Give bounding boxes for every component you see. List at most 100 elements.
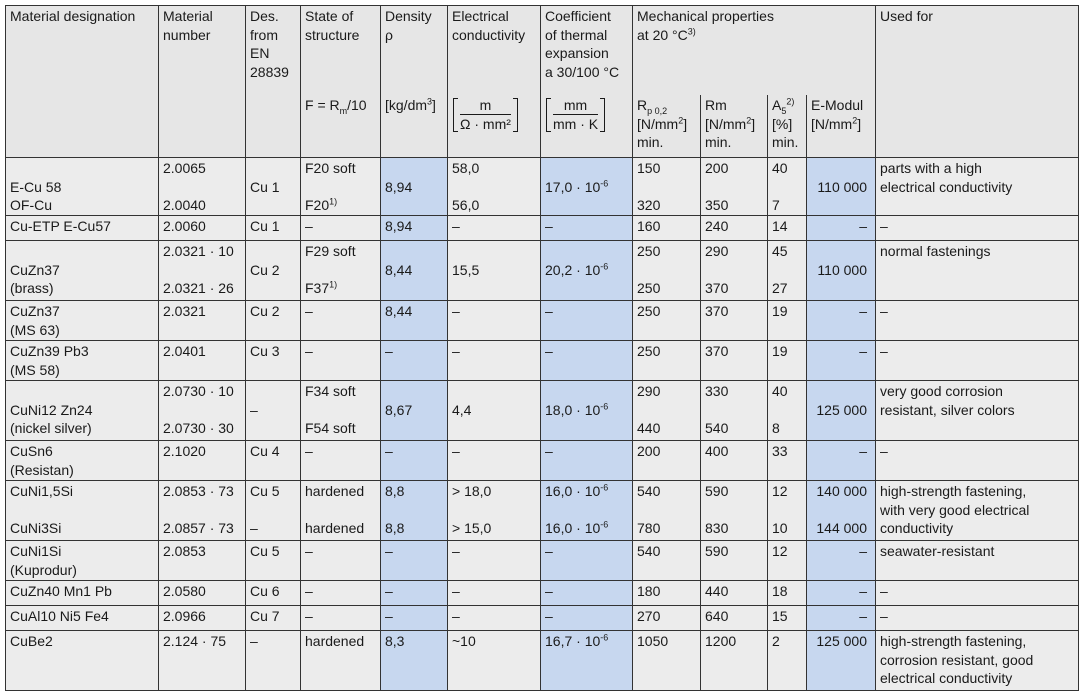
bracket-left (546, 98, 551, 132)
cell-text: Cu 2 (250, 261, 280, 278)
cell-text: 56,0 (452, 197, 480, 213)
cell-text: 16,0 · 10-6 (545, 482, 608, 500)
row-border (5, 440, 1079, 441)
text-sup: -6 (600, 260, 609, 271)
column-border (158, 5, 159, 691)
cell-text: 250 (637, 303, 661, 319)
fraction-denominator: Ω · mm² (460, 116, 511, 132)
text-sup: -6 (600, 177, 609, 188)
bracket-right (600, 98, 606, 132)
header-text: number (163, 26, 211, 43)
bracket-right (512, 98, 518, 132)
column-border (447, 5, 448, 691)
column-border (700, 95, 701, 691)
cell-text: – (545, 343, 553, 359)
text-after: ] (432, 97, 436, 113)
cell-blue-background (380, 157, 447, 690)
cell-text: 8,94 (385, 178, 413, 195)
cell-text: – (305, 608, 313, 624)
cell-text: 290 (705, 243, 729, 259)
bracket-left (453, 98, 458, 132)
cell-text: 2.0730 · 10 (163, 383, 234, 399)
cell-text: 830 (705, 520, 729, 536)
cell-background (632, 157, 700, 690)
cell-text: 33 (772, 443, 788, 459)
cell-text: 19 (772, 303, 788, 319)
cell-text: 125 000 (816, 633, 867, 649)
cell-text: conductivity (880, 520, 954, 536)
cell-text: – (452, 443, 460, 459)
text-text: R (637, 97, 648, 113)
text-text: [N/mm (637, 115, 679, 132)
cell-text: 540 (637, 543, 661, 559)
cell-text: 2.0065 (163, 160, 206, 176)
cell-text: 2 (772, 633, 780, 649)
cell-text: 540 (705, 420, 729, 436)
cell-text: seawater-resistant (880, 543, 995, 559)
row-border (5, 580, 1079, 581)
cell-text: – (452, 583, 460, 599)
row-border (5, 340, 1079, 341)
cell-text: 16,0 · 10-6 (545, 519, 608, 537)
cell-text: > 18,0 (452, 483, 492, 499)
cell-text: – (305, 303, 313, 319)
text-text: [N/mm (705, 115, 747, 132)
cell-text: 250 (637, 343, 661, 359)
cell-text: 2.0580 (163, 583, 206, 599)
cell-text: 400 (705, 443, 729, 459)
cell-text: 2.0966 (163, 608, 206, 624)
fraction-numerator: m (460, 96, 511, 115)
header-unit: Rm (705, 97, 727, 113)
cell-text: 2.0040 (163, 197, 206, 213)
cell-text: 125 000 (816, 401, 867, 418)
cell-text: 780 (637, 520, 661, 536)
column-border (300, 5, 301, 691)
cell-text: Cu 5 (250, 543, 280, 559)
text-sup: 2 (746, 114, 752, 125)
text-sup: -6 (600, 519, 609, 530)
text-after: /10 (347, 97, 367, 113)
header-text: Density (385, 8, 432, 24)
header-text: Electrical (452, 8, 509, 24)
header-unit: min. (705, 134, 732, 150)
row-border (5, 690, 1079, 691)
cell-text: – (859, 543, 867, 559)
cell-text: CuNi1,5Si (10, 483, 74, 499)
cell-text: 290 (637, 383, 661, 399)
cell-background (245, 157, 300, 690)
cell-text: hardened (305, 520, 365, 536)
cell-text: 150 (637, 160, 661, 176)
row-border (5, 240, 1079, 241)
cell-text: 4,4 (452, 401, 472, 418)
text-text: 16,0 · 10 (545, 483, 601, 499)
cell-text: 370 (705, 280, 729, 296)
cell-text: – (305, 218, 313, 234)
cell-text: 12 (772, 543, 788, 559)
cell-text: 2.0321 · 10 (163, 243, 234, 259)
header-unit: [N/mm2] (637, 115, 687, 133)
cell-text: – (452, 543, 460, 559)
cell-text: (MS 63) (10, 321, 60, 338)
cell-text: 7 (772, 197, 780, 213)
text-sup: 2 (678, 114, 684, 125)
text-text: at 20 °C (637, 26, 688, 43)
cell-text: E-Cu 58 (10, 178, 62, 195)
cell-text: 2.1020 (163, 443, 206, 459)
cell-text: CuZn37 (10, 261, 60, 278)
column-border (806, 95, 807, 691)
cell-text: CuNi3Si (10, 520, 62, 536)
cell-text: (nickel silver) (10, 420, 92, 436)
header-unit: min. (772, 134, 799, 150)
cell-text: – (880, 343, 888, 359)
unit-fraction: mm mm · K (546, 96, 606, 134)
text-sup: 3 (427, 96, 433, 107)
cell-text: – (859, 608, 867, 624)
cell-background (875, 157, 1078, 690)
cell-text: – (452, 343, 460, 359)
cell-text: 8,67 (385, 401, 413, 418)
cell-text: CuSn6 (10, 443, 53, 459)
cell-text: – (880, 443, 888, 459)
row-border (5, 215, 1079, 216)
row-border (5, 480, 1079, 481)
cell-text: 270 (637, 608, 661, 624)
